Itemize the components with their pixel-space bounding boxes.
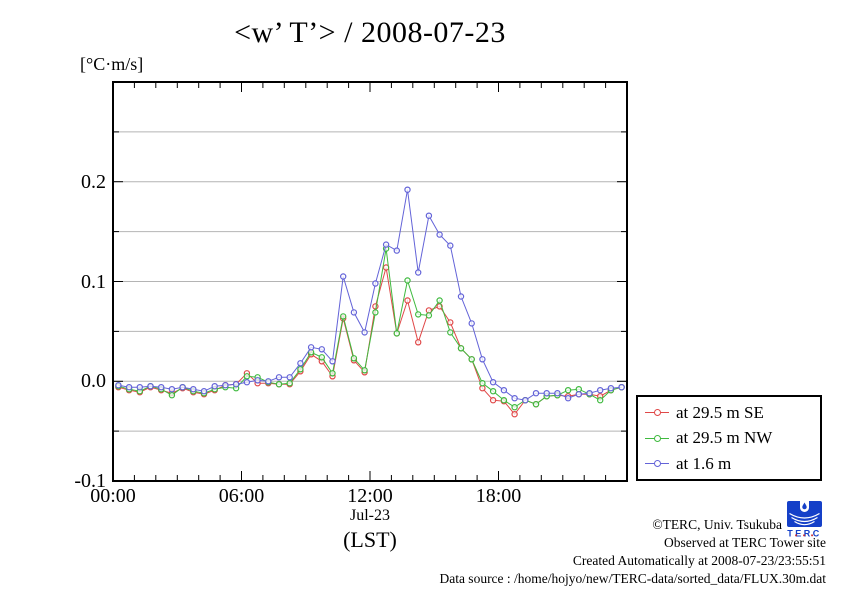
x-tick-label: 12:00 xyxy=(347,485,393,507)
legend-item-1-6m: at 1.6 m xyxy=(638,454,820,474)
terc-logo-icon: TERC xyxy=(787,501,822,539)
legend-marker-icon xyxy=(645,434,669,443)
x-tick-label: 00:00 xyxy=(90,485,136,507)
y-tick-label: 0.2 xyxy=(81,170,106,193)
x-tick-label: 18:00 xyxy=(475,485,522,507)
legend-label: at 29.5 m NW xyxy=(676,428,773,447)
data-source-line: Data source : /home/hojyo/new/TERC-data/… xyxy=(439,571,826,586)
y-tick-label: 0.1 xyxy=(81,270,106,293)
created-line: Created Automatically at 2008-07-23/23:5… xyxy=(572,553,826,568)
legend: at 29.5 m SE at 29.5 m NW at 1.6 m xyxy=(636,395,822,481)
x-tick-label: 06:00 xyxy=(218,485,265,507)
legend-label: at 29.5 m SE xyxy=(676,402,764,422)
legend-item-29-5m-se: at 29.5 m SE xyxy=(638,403,820,423)
y-tick-label: -0.1 xyxy=(74,470,106,492)
chart-title: <w’ T’> / 2008-07-23 xyxy=(234,16,506,49)
y-axis-unit-label: [°C·m/s] xyxy=(80,54,144,74)
footer-credits: ©TERC, Univ. Tsukuba Observed at TERC To… xyxy=(439,516,826,588)
x-axis-date-label: Jul-23 xyxy=(350,507,390,524)
x-axis-timezone-label: (LST) xyxy=(343,527,397,552)
terc-logo-text: TERC xyxy=(787,529,822,539)
copyright-line: ©TERC, Univ. Tsukuba xyxy=(652,517,782,532)
observed-line: Observed at TERC Tower site xyxy=(663,535,826,550)
legend-item-29-5m-nw: at 29.5 m NW xyxy=(638,428,820,448)
y-tick-label: 0.0 xyxy=(81,370,106,393)
legend-marker-icon xyxy=(645,459,669,468)
legend-label: at 1.6 m xyxy=(676,453,732,473)
legend-marker-icon xyxy=(645,408,669,417)
